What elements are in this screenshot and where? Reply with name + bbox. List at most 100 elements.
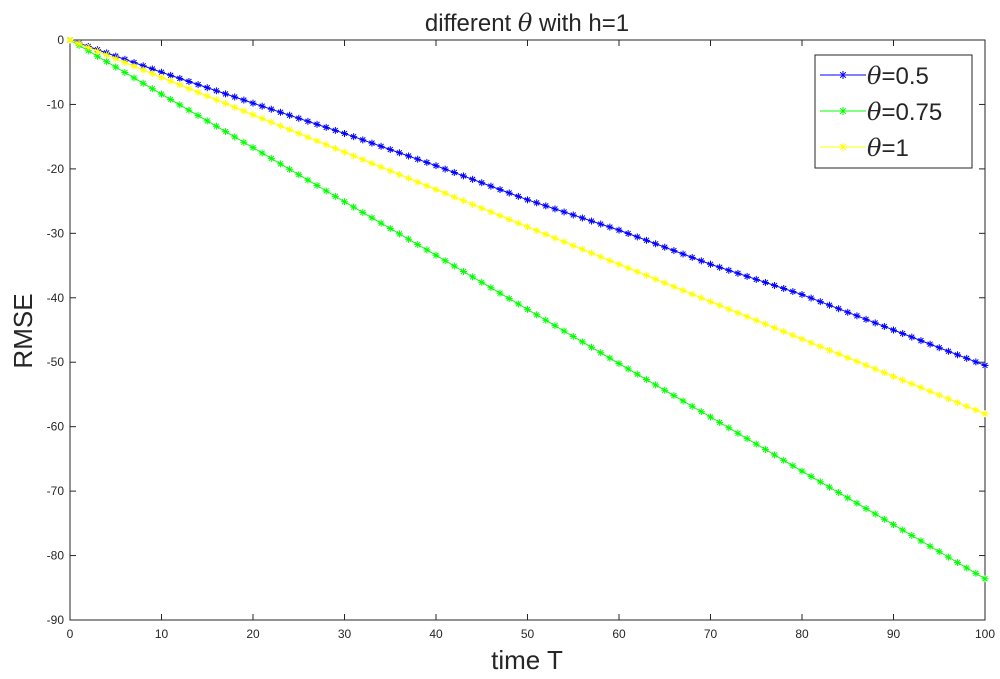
data-point xyxy=(624,264,632,272)
data-point xyxy=(112,63,120,71)
data-point xyxy=(212,122,220,130)
series-2 xyxy=(66,36,989,418)
data-point xyxy=(551,322,559,330)
legend-label: θ=0.5 xyxy=(867,62,929,90)
data-point xyxy=(386,167,394,175)
data-point xyxy=(862,361,870,369)
data-point xyxy=(926,387,934,395)
data-point xyxy=(103,58,111,66)
data-point xyxy=(725,424,733,432)
data-point xyxy=(844,354,852,362)
data-point xyxy=(533,199,541,207)
data-point xyxy=(505,215,513,223)
data-point xyxy=(771,324,779,332)
data-point xyxy=(240,96,248,104)
data-point xyxy=(926,340,934,348)
data-point xyxy=(963,354,971,362)
data-point xyxy=(935,344,943,352)
data-point xyxy=(222,128,230,136)
y-tick-label: -40 xyxy=(47,291,65,305)
data-point xyxy=(606,354,614,362)
data-point xyxy=(908,333,916,341)
data-point xyxy=(926,542,934,550)
data-point xyxy=(569,211,577,219)
data-point xyxy=(231,133,239,141)
data-point xyxy=(496,186,504,194)
y-tick-label: -90 xyxy=(47,613,65,627)
data-point xyxy=(780,456,788,464)
data-point xyxy=(615,360,623,368)
data-point xyxy=(807,472,815,480)
series-1 xyxy=(66,36,989,583)
data-point xyxy=(395,149,403,157)
x-tick-label: 50 xyxy=(521,627,535,641)
y-tick-label: 0 xyxy=(57,33,64,47)
data-point xyxy=(771,451,779,459)
data-point xyxy=(405,152,413,160)
data-point xyxy=(661,243,669,251)
data-point xyxy=(185,78,193,86)
x-tick-label: 10 xyxy=(155,627,169,641)
data-point xyxy=(405,174,413,182)
data-point xyxy=(972,406,980,414)
data-point xyxy=(331,192,339,200)
data-point xyxy=(350,152,358,160)
data-point xyxy=(450,262,458,270)
data-point xyxy=(670,247,678,255)
data-point xyxy=(839,71,847,79)
data-point xyxy=(203,92,211,100)
data-point xyxy=(743,313,751,321)
data-point xyxy=(560,238,568,246)
data-point xyxy=(414,241,422,249)
data-point xyxy=(560,327,568,335)
data-point xyxy=(414,155,422,163)
data-point xyxy=(258,114,266,122)
data-point xyxy=(222,90,230,98)
data-point xyxy=(743,435,751,443)
data-point xyxy=(359,136,367,144)
series-0 xyxy=(66,36,989,369)
x-tick-label: 60 xyxy=(612,627,626,641)
data-point xyxy=(469,175,477,183)
data-point xyxy=(240,107,248,115)
data-point xyxy=(615,226,623,234)
data-point xyxy=(148,65,156,73)
y-tick-label: -30 xyxy=(47,226,65,240)
data-point xyxy=(487,182,495,190)
data-point xyxy=(880,515,888,523)
data-point xyxy=(679,286,687,294)
data-point xyxy=(963,564,971,572)
data-point xyxy=(871,510,879,518)
data-point xyxy=(75,40,83,48)
data-point xyxy=(633,233,641,241)
data-point xyxy=(871,319,879,327)
data-point xyxy=(267,154,275,162)
data-point xyxy=(908,531,916,539)
data-point xyxy=(839,107,847,115)
x-tick-label: 70 xyxy=(704,627,718,641)
data-point xyxy=(304,133,312,141)
data-point xyxy=(963,402,971,410)
data-point xyxy=(597,253,605,261)
data-point xyxy=(341,148,348,156)
data-point xyxy=(212,87,220,95)
data-point xyxy=(917,537,925,545)
data-point xyxy=(899,376,907,384)
data-point xyxy=(761,445,769,453)
data-point xyxy=(194,88,202,96)
data-point xyxy=(167,95,175,103)
data-point xyxy=(66,36,74,44)
data-point xyxy=(743,272,751,280)
data-point xyxy=(249,144,257,152)
data-point xyxy=(322,141,330,149)
data-point xyxy=(121,58,129,66)
data-point xyxy=(935,548,943,556)
data-point xyxy=(871,365,879,373)
data-point xyxy=(514,219,522,227)
data-point xyxy=(386,146,394,154)
data-point xyxy=(890,521,897,529)
data-point xyxy=(112,55,120,63)
data-point xyxy=(414,178,422,186)
data-point xyxy=(341,129,348,137)
data-point xyxy=(661,279,669,287)
